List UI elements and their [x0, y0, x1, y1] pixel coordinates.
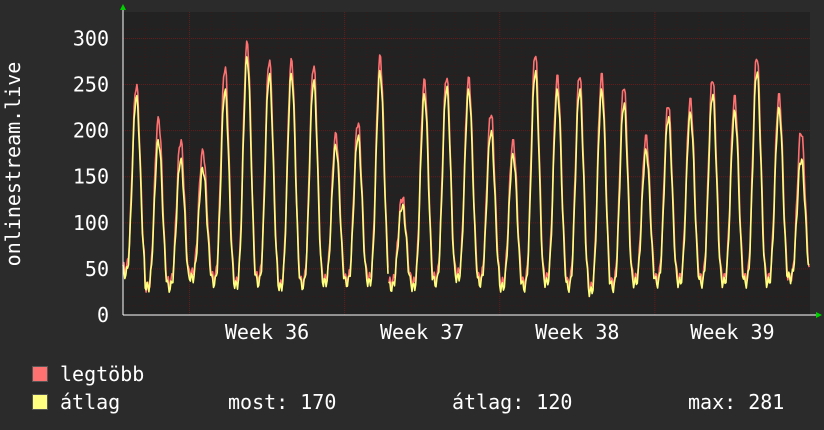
stat-max: max: 281	[688, 390, 785, 414]
y-axis-arrow	[120, 4, 126, 10]
y-tick-label: 0	[97, 303, 109, 327]
x-axis-arrow	[816, 312, 822, 318]
stat-now: most: 170	[228, 390, 337, 414]
y-axis-label: onlinestream.live	[1, 62, 25, 267]
y-tick-label: 50	[85, 257, 109, 281]
y-tick-label: 100	[73, 211, 109, 235]
legend-swatch-avg	[32, 394, 48, 410]
stat-avg: átlag: 120	[452, 390, 573, 414]
x-tick-label: Week 37	[380, 320, 464, 344]
legend-label-max: legtöbb	[60, 362, 145, 386]
y-tick-label: 250	[73, 73, 109, 97]
legend-swatch-max	[32, 366, 48, 382]
plot-area	[123, 12, 810, 315]
y-tick-label: 200	[73, 119, 109, 143]
y-tick-label: 300	[73, 26, 109, 50]
x-tick-label: Week 39	[690, 320, 774, 344]
x-tick-label: Week 36	[225, 320, 309, 344]
y-tick-label: 150	[73, 165, 109, 189]
x-tick-label: Week 38	[535, 320, 619, 344]
series-line-avg	[122, 56, 810, 298]
legend-label-avg: átlag	[60, 390, 121, 414]
